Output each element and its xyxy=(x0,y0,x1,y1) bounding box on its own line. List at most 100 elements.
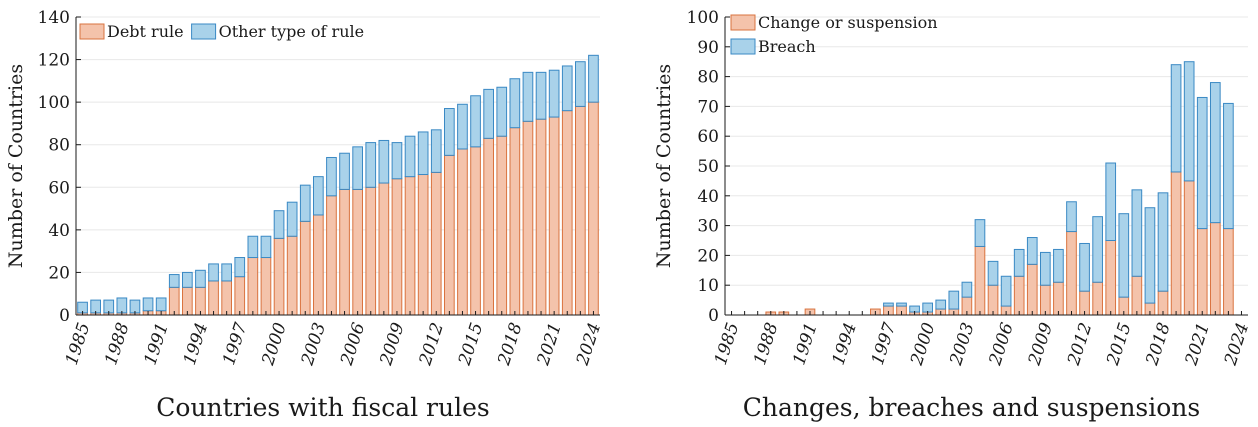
chart-title: Changes, breaches and suspensions xyxy=(743,393,1201,422)
bar-series1-2009 xyxy=(1039,284,1051,316)
bar-series2-2006 xyxy=(1000,275,1012,307)
bar-series2-2016 xyxy=(1131,189,1143,277)
legend-label: Other type of rule xyxy=(219,22,365,41)
bar-series1-2007 xyxy=(365,186,377,316)
bar-series1-1997 xyxy=(234,276,246,316)
x-tick-label: 2012 xyxy=(1064,320,1097,368)
x-tick-label: 1985 xyxy=(711,320,743,367)
bar-series1-2018 xyxy=(509,127,521,316)
bar-series1-2001 xyxy=(286,235,298,316)
bar-series2-2001 xyxy=(286,201,298,237)
bar-series2-2023 xyxy=(575,61,586,107)
bar-series2-2003 xyxy=(313,176,324,216)
y-tick-label: 60 xyxy=(48,178,70,198)
legend-label: Change or suspension xyxy=(758,13,938,32)
x-tick-label: 1994 xyxy=(829,320,861,367)
bar-series2-2014 xyxy=(1105,162,1117,242)
x-tick-label: 2015 xyxy=(1103,320,1136,368)
x-tick-label: 2021 xyxy=(1181,320,1214,368)
y-tick-label: 0 xyxy=(59,306,70,326)
x-tick-label: 1997 xyxy=(219,320,251,368)
bar-series2-1998 xyxy=(896,302,907,307)
bar-series1-2010 xyxy=(404,176,416,316)
bar-series1-2008 xyxy=(378,182,390,316)
bar-series1-2010 xyxy=(1053,281,1064,316)
bar-series2-2021 xyxy=(548,69,560,118)
x-tick-label: 1991 xyxy=(789,320,821,367)
bar-series1-2023 xyxy=(575,105,586,316)
legend-swatch xyxy=(191,23,217,40)
bar-series1-2004 xyxy=(326,195,337,316)
bar-series1-2020 xyxy=(535,118,547,316)
bar-series2-2017 xyxy=(496,86,508,137)
bar-series2-1996 xyxy=(221,263,232,282)
bar-series2-2000 xyxy=(922,302,934,313)
bar-series1-1993 xyxy=(182,286,193,316)
bar-series2-2010 xyxy=(404,135,416,178)
bar-series2-2005 xyxy=(987,260,999,286)
bar-series1-2022 xyxy=(1209,222,1221,316)
bar-series2-2019 xyxy=(1170,64,1182,173)
bar-series2-2017 xyxy=(1144,207,1156,304)
bar-series2-1986 xyxy=(90,299,101,314)
bar-series1-1995 xyxy=(208,280,219,316)
bar-series2-2004 xyxy=(974,219,986,247)
y-tick-label: 100 xyxy=(687,8,719,28)
bar-series2-2012 xyxy=(430,129,442,173)
bar-series1-2016 xyxy=(483,137,494,316)
bar-series2-2004 xyxy=(326,156,337,197)
x-tick-label: 1997 xyxy=(868,320,900,368)
bar-series1-2019 xyxy=(522,120,534,316)
x-tick-label: 2006 xyxy=(337,320,370,368)
bar-series2-2020 xyxy=(535,71,547,120)
bar-series2-1990 xyxy=(142,297,154,312)
x-tick-label: 1985 xyxy=(62,320,94,367)
bar-series2-2011 xyxy=(417,131,429,176)
y-tick-label: 20 xyxy=(697,246,719,266)
bar-series2-1989 xyxy=(129,299,141,314)
y-tick-label: 0 xyxy=(708,306,719,326)
y-tick-label: 80 xyxy=(48,136,70,156)
bar-series1-2014 xyxy=(457,148,468,316)
bar-series2-2022 xyxy=(1209,82,1221,224)
x-tick-label: 2024 xyxy=(1221,320,1254,368)
y-tick-label: 30 xyxy=(697,217,719,237)
bar-series2-2021 xyxy=(1196,96,1208,230)
bar-series1-2014 xyxy=(1105,240,1117,316)
y-tick-label: 140 xyxy=(38,8,70,28)
y-axis-label: Number of Countries xyxy=(653,64,675,268)
bar-series2-1992 xyxy=(168,274,180,288)
bar-series2-2001 xyxy=(935,299,947,310)
y-tick-label: 80 xyxy=(697,68,719,88)
bar-series2-1988 xyxy=(116,297,128,314)
bar-series1-2005 xyxy=(987,284,999,316)
bar-series1-2003 xyxy=(313,214,324,316)
bar-series2-2018 xyxy=(1157,192,1169,292)
legend: Change or suspension Breach xyxy=(730,13,938,56)
bar-series2-2003 xyxy=(961,281,973,298)
y-tick-label: 40 xyxy=(697,187,719,207)
x-tick-label: 2003 xyxy=(297,320,330,368)
bar-series2-2016 xyxy=(483,88,494,139)
x-tick-label: 2003 xyxy=(946,320,979,368)
bar-series1-2019 xyxy=(1170,171,1182,316)
bar-series2-2012 xyxy=(1079,242,1090,292)
legend-label: Breach xyxy=(758,37,816,56)
x-tick-label: 2000 xyxy=(258,320,291,368)
bar-series1-2004 xyxy=(974,245,986,316)
x-tick-label: 2015 xyxy=(455,320,488,368)
bar-series2-1994 xyxy=(195,269,206,288)
bar-series2-2022 xyxy=(561,65,573,112)
bar-series1-1992 xyxy=(168,286,180,316)
bar-series2-2005 xyxy=(339,152,350,190)
y-tick-label: 90 xyxy=(697,38,719,58)
bar-series2-1999 xyxy=(260,235,272,259)
bar-series1-2011 xyxy=(1066,231,1077,316)
bar-series2-2014 xyxy=(457,103,468,150)
bar-series2-2000 xyxy=(273,210,285,239)
y-tick-label: 120 xyxy=(38,51,70,71)
y-tick-label: 70 xyxy=(697,97,719,117)
bar-series2-2019 xyxy=(522,71,534,122)
